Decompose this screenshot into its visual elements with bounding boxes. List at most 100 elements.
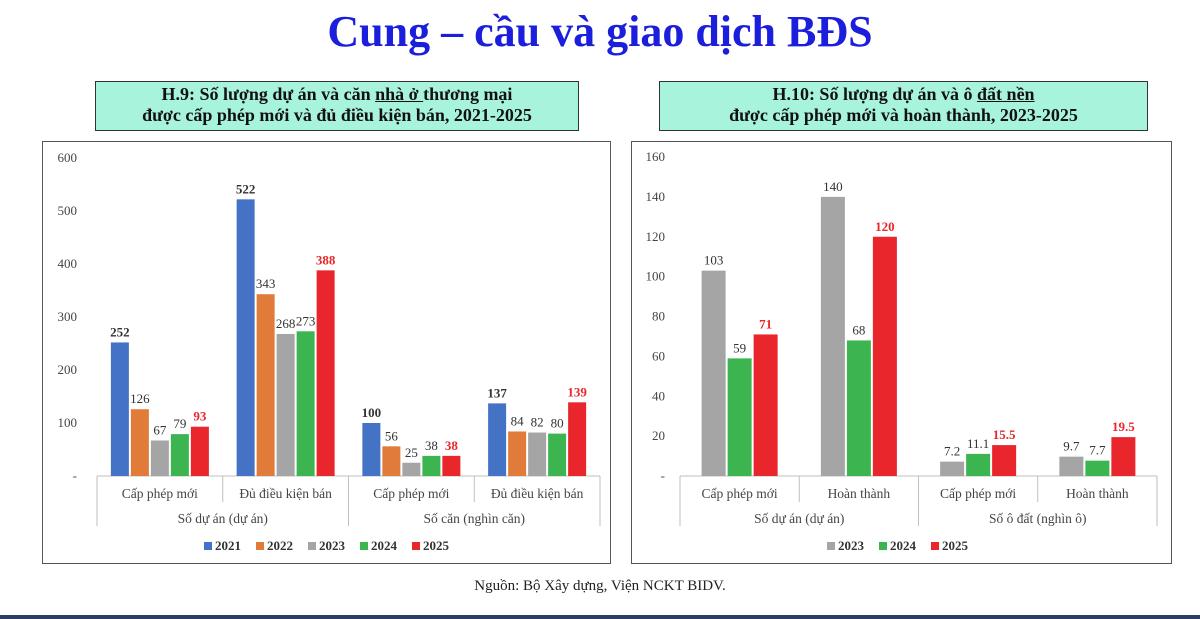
chart2-legend-swatch-2025 xyxy=(931,542,939,550)
chart2-data-label: 19.5 xyxy=(1112,419,1135,434)
chart2-title-prefix: H.10: Số lượng dự án và ô xyxy=(772,84,978,104)
chart1-legend-label-2022: 2022 xyxy=(267,538,293,553)
chart1-data-label: 137 xyxy=(487,385,507,400)
chart2-bar-2024 xyxy=(966,453,991,476)
chart2-frame: - 20 40 60 80 100 120 140 160 103 59 71 Cấp phép mới… xyxy=(631,141,1172,564)
chart2-ytick-label: 120 xyxy=(646,229,666,244)
chart1-data-label: 67 xyxy=(153,422,167,437)
chart1-bar-2022 xyxy=(256,294,275,476)
chart2-bar-2025 xyxy=(872,236,897,476)
page-title: Cung – cầu và giao dịch BĐS xyxy=(327,7,873,56)
chart1-data-label: 84 xyxy=(511,413,525,428)
chart2-ytick-label: 140 xyxy=(646,189,666,204)
chart1-bar-2021 xyxy=(488,403,507,476)
chart1-bar-2021 xyxy=(236,199,255,476)
chart2-legend-label-2023: 2023 xyxy=(838,538,865,553)
chart2-data-label: 7.2 xyxy=(944,444,960,459)
chart1-legend-label-2024: 2024 xyxy=(371,538,398,553)
chart2-group-label: Số dự án (dự án) xyxy=(754,511,844,526)
chart2-data-label: 103 xyxy=(704,253,724,268)
chart2-bar-2025 xyxy=(992,445,1017,476)
bottom-rule xyxy=(0,615,1200,619)
chart1-bar-2024 xyxy=(548,433,567,476)
chart1-legend-label-2025: 2025 xyxy=(423,538,450,553)
chart1-data-label: 273 xyxy=(296,313,316,328)
chart2-group-label: Số ô đất (nghìn ô) xyxy=(989,511,1087,526)
chart1-svg: - 100 200 300 400 500 600 252 126 67 79 93 Cấp phép … xyxy=(58,150,601,553)
chart2-legend-label-2024: 2024 xyxy=(890,538,917,553)
source-note: Nguồn: Bộ Xây dựng, Viện NCKT BIDV. xyxy=(474,578,726,594)
chart1-bar-2023 xyxy=(528,432,547,476)
chart1-data-label: 139 xyxy=(567,384,587,399)
chart2-ytick-label: 100 xyxy=(646,269,666,284)
chart1-bar-2022 xyxy=(382,446,401,476)
chart1-title: H.9: Số lượng dự án và căn nhà ở thương … xyxy=(95,81,579,131)
chart1-title-line2: được cấp phép mới và đủ điều kiện bán, 2… xyxy=(142,105,532,125)
chart1-data-label: 82 xyxy=(531,415,544,430)
chart1-data-label: 38 xyxy=(445,438,459,453)
chart1-category-label: Cấp phép mới xyxy=(122,486,198,501)
chart1-legend-swatch-2024 xyxy=(360,542,368,550)
chart1-legend-swatch-2022 xyxy=(256,542,264,550)
chart1-bar-2025 xyxy=(316,270,335,476)
chart1-bar-2023 xyxy=(402,462,421,476)
chart1-legend-swatch-2021 xyxy=(204,542,212,550)
chart2-category-label: Hoàn thành xyxy=(1066,486,1129,501)
chart1-data-label: 25 xyxy=(405,445,418,460)
chart2-title-line2: được cấp phép mới và hoàn thành, 2023-20… xyxy=(729,105,1078,125)
chart1-bar-2024 xyxy=(296,331,315,476)
chart1-data-label: 100 xyxy=(362,405,382,420)
chart1-bar-2022 xyxy=(508,431,527,476)
chart2-bar-2023 xyxy=(1059,456,1084,476)
chart2-data-label: 140 xyxy=(823,179,843,194)
chart2-bar-2024 xyxy=(846,340,871,476)
chart2-data-label: 120 xyxy=(875,219,895,234)
chart2-legend-swatch-2023 xyxy=(827,542,835,550)
chart2-legend-swatch-2024 xyxy=(879,542,887,550)
chart1-legend-label-2023: 2023 xyxy=(319,538,346,553)
chart2-ytick-label: 20 xyxy=(652,428,665,443)
chart2-category-label: Hoàn thành xyxy=(828,486,891,501)
chart1-data-label: 80 xyxy=(551,416,564,431)
chart2-title-underlined: đất nền xyxy=(977,84,1035,104)
chart1-bar-2024 xyxy=(422,455,441,476)
chart2-data-label: 7.7 xyxy=(1089,443,1106,458)
chart2-data-label: 11.1 xyxy=(967,436,989,451)
chart2-svg: - 20 40 60 80 100 120 140 160 103 59 71 Cấp phép mới… xyxy=(646,149,1158,553)
chart2-ytick-label: 40 xyxy=(652,388,665,403)
chart1-bar-2023 xyxy=(276,333,295,476)
chart1-data-label: 56 xyxy=(385,428,399,443)
chart1-ytick-label: 400 xyxy=(58,256,78,271)
chart1-data-label: 93 xyxy=(193,409,207,424)
chart1-data-label: 38 xyxy=(425,438,438,453)
chart1-category-label: Cấp phép mới xyxy=(373,486,449,501)
chart1-legend-swatch-2025 xyxy=(412,542,420,550)
chart1-data-label: 79 xyxy=(173,416,186,431)
chart2-bar-2024 xyxy=(1085,460,1110,476)
chart1-ytick-label: - xyxy=(73,468,77,483)
chart1-category-label: Đủ điều kiện bán xyxy=(239,486,332,501)
chart1-data-label: 343 xyxy=(256,276,276,291)
chart1-title-prefix: H.9: Số lượng dự án và căn xyxy=(161,84,376,104)
chart1-category-label: Đủ điều kiện bán xyxy=(491,486,584,501)
chart2-ytick-label: - xyxy=(661,468,665,483)
chart1-legend-label-2021: 2021 xyxy=(215,538,241,553)
chart2-category-label: Cấp phép mới xyxy=(940,486,1016,501)
chart1-data-label: 268 xyxy=(276,316,296,331)
chart1-title-suffix: thương mại xyxy=(423,84,513,104)
chart2-data-label: 68 xyxy=(852,322,865,337)
chart1-bar-2024 xyxy=(170,434,189,476)
chart1-frame: - 100 200 300 400 500 600 252 126 67 79 93 Cấp phép … xyxy=(42,141,611,564)
chart2-category-label: Cấp phép mới xyxy=(702,486,778,501)
chart2-bar-2025 xyxy=(1111,437,1136,476)
chart2-ytick-label: 160 xyxy=(646,149,666,164)
chart1-group-label: Số dự án (dự án) xyxy=(178,511,268,526)
chart2-ytick-label: 80 xyxy=(652,309,665,324)
chart2-legend-label-2025: 2025 xyxy=(942,538,969,553)
chart2-bar-2023 xyxy=(701,270,726,476)
chart1-ytick-label: 600 xyxy=(58,150,78,165)
chart1-bar-2021 xyxy=(362,423,381,476)
chart2-data-label: 71 xyxy=(759,316,772,331)
chart2-data-label: 15.5 xyxy=(993,427,1016,442)
chart1-ytick-label: 200 xyxy=(58,362,78,377)
